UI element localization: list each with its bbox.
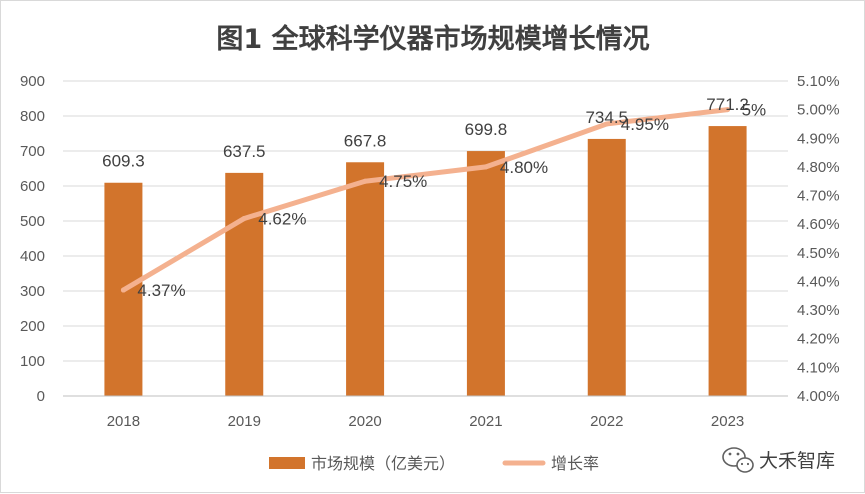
line-point (483, 164, 489, 170)
x-tick-label: 2022 (590, 413, 623, 430)
y-left-tick-label: 800 (20, 108, 45, 125)
x-tick-label: 2018 (107, 413, 140, 430)
growth-rate-line (120, 107, 731, 293)
left-axis: 0 100 200 300 400 500 600 700 800 900 (20, 73, 45, 405)
y-right-tick-label: 4.50% (797, 245, 840, 262)
bar-value-label: 734.5 (585, 108, 628, 127)
bar (587, 138, 626, 397)
legend: 市场规模（亿美元） 增长率 (269, 454, 599, 473)
line-point (362, 178, 368, 184)
y-left-tick-label: 700 (20, 143, 45, 160)
line-point (604, 121, 610, 127)
right-axis: 4.00% 4.10% 4.20% 4.30% 4.40% 4.50% 4.60% 4.70%… (797, 73, 840, 405)
line-series (120, 107, 731, 293)
bar-value-label: 699.8 (465, 120, 508, 139)
watermark-text: 大禾智库 (759, 450, 835, 472)
watermark: 大禾智库 (722, 447, 835, 473)
line-value-label: 4.75% (379, 172, 427, 191)
bar-value-label: 609.3 (102, 152, 145, 171)
line-value-label: 4.80% (500, 158, 548, 177)
y-left-tick-label: 400 (20, 248, 45, 265)
data-labels: 609.3 637.5 667.8 699.8 734.5 771.2 4.37% 4.62%… (102, 95, 766, 300)
x-axis: 2018 2019 2020 2021 2022 2023 (63, 395, 788, 430)
y-right-tick-label: 4.70% (797, 188, 840, 205)
x-tick-label: 2021 (469, 413, 502, 430)
y-left-tick-label: 100 (20, 353, 45, 370)
y-right-tick-label: 4.60% (797, 216, 840, 233)
legend-label-market-size: 市场规模（亿美元） (311, 454, 455, 473)
bar-series (104, 126, 747, 397)
x-tick-label: 2023 (711, 413, 744, 430)
y-left-tick-label: 500 (20, 213, 45, 230)
legend-swatch-market-size (269, 457, 305, 469)
grid-lines (63, 80, 788, 362)
y-right-tick-label: 4.00% (797, 388, 840, 405)
y-right-tick-label: 4.80% (797, 159, 840, 176)
y-left-tick-label: 300 (20, 283, 45, 300)
legend-label-growth-rate: 增长率 (551, 454, 599, 473)
line-point (241, 215, 247, 221)
y-right-tick-label: 4.90% (797, 130, 840, 147)
bar (708, 126, 747, 396)
y-left-tick-label: 900 (20, 73, 45, 90)
y-right-tick-label: 4.10% (797, 359, 840, 376)
line-value-label: 4.37% (137, 281, 185, 300)
chart-title: 图1 全球科学仪器市场规模增长情况 (216, 23, 649, 55)
line-value-label: 5% (742, 101, 767, 120)
line-point (725, 107, 731, 113)
y-left-tick-label: 0 (37, 388, 45, 405)
y-left-tick-label: 600 (20, 178, 45, 195)
bar (225, 172, 264, 396)
bar (346, 162, 385, 396)
bar-value-label: 771.2 (706, 95, 749, 114)
y-left-tick-label: 200 (20, 318, 45, 335)
y-right-tick-label: 4.40% (797, 273, 840, 290)
bar-value-label: 637.5 (223, 142, 266, 161)
x-tick-label: 2020 (348, 413, 381, 430)
bar-value-label: 667.8 (344, 131, 387, 150)
line-point (120, 287, 126, 293)
wechat-icon (722, 447, 754, 473)
x-tick-label: 2019 (228, 413, 261, 430)
y-right-tick-label: 4.30% (797, 302, 840, 319)
y-right-tick-label: 4.20% (797, 331, 840, 348)
y-right-tick-label: 5.00% (797, 102, 840, 119)
bar (466, 151, 505, 396)
line-value-label: 4.62% (258, 209, 306, 228)
y-right-tick-label: 5.10% (797, 73, 840, 90)
line-value-label: 4.95% (621, 115, 669, 134)
